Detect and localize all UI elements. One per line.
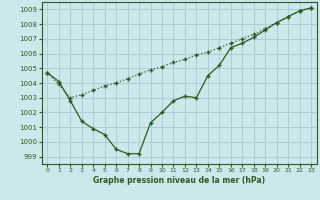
X-axis label: Graphe pression niveau de la mer (hPa): Graphe pression niveau de la mer (hPa): [93, 176, 265, 185]
